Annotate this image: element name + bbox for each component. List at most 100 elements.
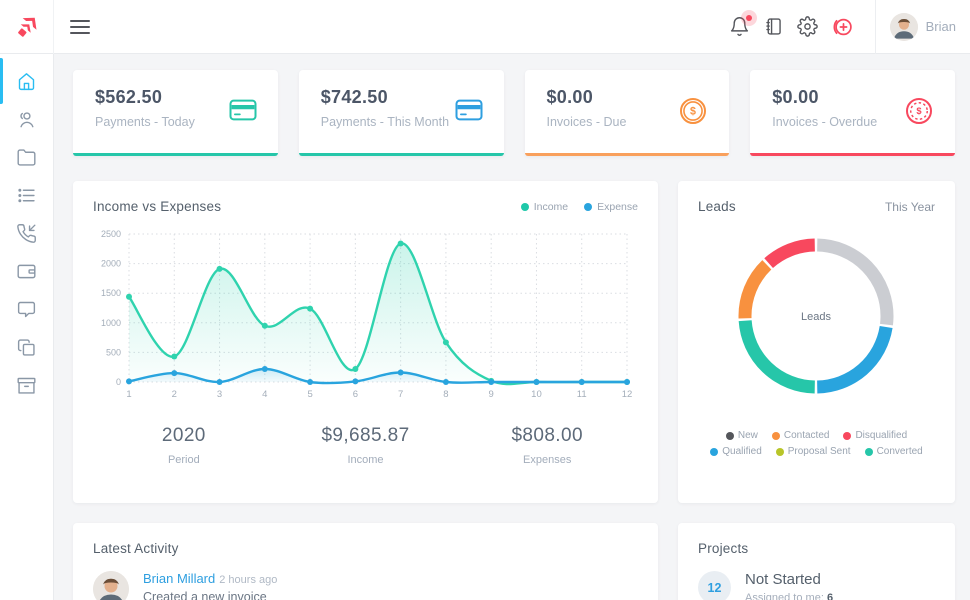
legend-item-income[interactable]: Income (520, 201, 568, 213)
svg-text:2500: 2500 (101, 229, 121, 239)
project-item[interactable]: 12 Not Started Assigned to me: 6 (698, 571, 935, 600)
legend-item-expense[interactable]: Expense (584, 201, 638, 213)
leads-card: Leads This Year Leads New Contacted Disqua… (678, 181, 955, 503)
phone-incoming-icon (17, 223, 36, 243)
svg-text:11: 11 (577, 389, 587, 400)
svg-text:$: $ (690, 106, 696, 118)
chart-summary: 2020 Period $9,685.87 Income $808.00 Exp… (93, 425, 638, 466)
project-count-badge: 12 (698, 571, 731, 600)
top-header: Brian (0, 0, 970, 54)
notifications-bell-icon[interactable] (723, 9, 757, 44)
svg-text:6: 6 (353, 389, 358, 400)
svg-text:1: 1 (126, 389, 131, 400)
bottom-row: Latest Activity Brian Millard 2 hours ago… (73, 523, 955, 600)
notebook-icon[interactable] (757, 10, 791, 44)
stat-value: $0.00 (546, 87, 594, 107)
stat-value: $562.50 (95, 87, 163, 107)
stat-value: $742.50 (320, 87, 388, 107)
stats-row: $562.50 Payments - Today $742.50 Payment… (73, 70, 955, 156)
svg-text:2: 2 (172, 389, 177, 400)
legend-item[interactable]: Disqualified (843, 430, 907, 441)
svg-text:12: 12 (622, 389, 633, 400)
leads-donut-chart[interactable]: Leads (698, 220, 935, 416)
settings-gear-icon[interactable] (791, 10, 825, 44)
legend-item[interactable]: Qualified (710, 446, 762, 457)
logo-icon (17, 17, 36, 37)
svg-text:1500: 1500 (101, 288, 121, 298)
svg-text:1000: 1000 (101, 318, 121, 328)
sidebar-item-archive[interactable] (0, 366, 53, 404)
folder-icon (17, 148, 36, 166)
project-status: Not Started (745, 571, 821, 588)
contacts-icon (20, 111, 34, 127)
activity-time: 2 hours ago (219, 574, 278, 586)
period-selector[interactable]: This Year (884, 199, 935, 214)
main-content: $562.50 Payments - Today $742.50 Payment… (54, 54, 970, 600)
card-title: Latest Activity (93, 541, 179, 556)
legend-item[interactable]: Converted (864, 446, 923, 457)
sidebar-item-home[interactable] (0, 58, 53, 104)
quick-add-icon[interactable] (825, 10, 859, 44)
app-logo[interactable] (0, 0, 54, 54)
svg-text:8: 8 (443, 389, 448, 400)
latest-activity-card: Latest Activity Brian Millard 2 hours ago… (73, 523, 658, 600)
svg-text:7: 7 (398, 389, 403, 400)
left-sidebar (0, 54, 54, 600)
stat-card-invoices-due[interactable]: $0.00 Invoices - Due $ (524, 70, 730, 156)
task-list-icon (18, 188, 35, 202)
header-divider (874, 0, 876, 54)
card-title: Projects (698, 541, 749, 556)
svg-text:9: 9 (489, 389, 494, 400)
chart-legend: Income Expense (520, 201, 638, 213)
activity-item: Brian Millard 2 hours ago Created a new i… (93, 571, 638, 600)
legend-item[interactable]: Contacted (771, 430, 829, 441)
stat-label: Invoices - Due (546, 115, 627, 129)
projects-card: Projects 12 Not Started Assigned to me: … (678, 523, 955, 600)
sidebar-item-folder[interactable] (0, 138, 53, 176)
stat-label: Invoices - Overdue (772, 115, 878, 129)
card-title: Leads (698, 199, 736, 214)
documents-icon (17, 338, 35, 356)
sidebar-item-contacts[interactable] (0, 100, 53, 138)
svg-text:4: 4 (262, 389, 267, 400)
svg-text:500: 500 (106, 347, 121, 357)
svg-text:5: 5 (307, 389, 312, 400)
svg-text:3: 3 (217, 389, 222, 400)
legend-item[interactable]: Proposal Sent (775, 446, 851, 457)
legend-item[interactable]: New (725, 430, 758, 441)
sidebar-item-wallet[interactable] (0, 252, 53, 290)
summary-income: $9,685.87 (321, 425, 410, 446)
svg-text:10: 10 (531, 389, 542, 400)
stat-label: Payments - This Month (320, 115, 450, 129)
credit-card-icon (228, 95, 258, 153)
sidebar-item-chat[interactable] (0, 290, 53, 328)
home-icon (18, 72, 35, 90)
sidebar-item-documents[interactable] (0, 328, 53, 366)
coin-icon: $ (903, 95, 935, 153)
stat-value: $0.00 (772, 87, 819, 107)
stat-card-invoices-overdue[interactable]: $0.00 Invoices - Overdue $ (750, 70, 955, 156)
menu-toggle-icon[interactable] (70, 16, 90, 38)
sidebar-item-tasks[interactable] (0, 176, 53, 214)
credit-card-icon (454, 95, 484, 153)
stat-card-payments-today[interactable]: $562.50 Payments - Today (73, 70, 278, 156)
summary-expenses: $808.00 (511, 425, 583, 446)
user-menu[interactable]: Brian (889, 12, 956, 41)
summary-period: 2020 (161, 425, 206, 446)
wallet-icon (17, 264, 36, 278)
sidebar-item-calls[interactable] (0, 214, 53, 252)
activity-action: Created a new invoice (143, 590, 267, 600)
svg-text:0: 0 (116, 377, 121, 387)
stat-label: Payments - Today (95, 115, 195, 129)
stat-card-payments-month[interactable]: $742.50 Payments - This Month (298, 70, 504, 156)
coin-icon: $ (677, 95, 709, 153)
archive-icon (17, 377, 36, 394)
chat-icon (17, 301, 36, 317)
card-title: Income vs Expenses (93, 199, 222, 214)
activity-avatar (93, 571, 129, 600)
svg-text:2000: 2000 (101, 259, 121, 269)
activity-user-link[interactable]: Brian Millard (143, 571, 216, 586)
